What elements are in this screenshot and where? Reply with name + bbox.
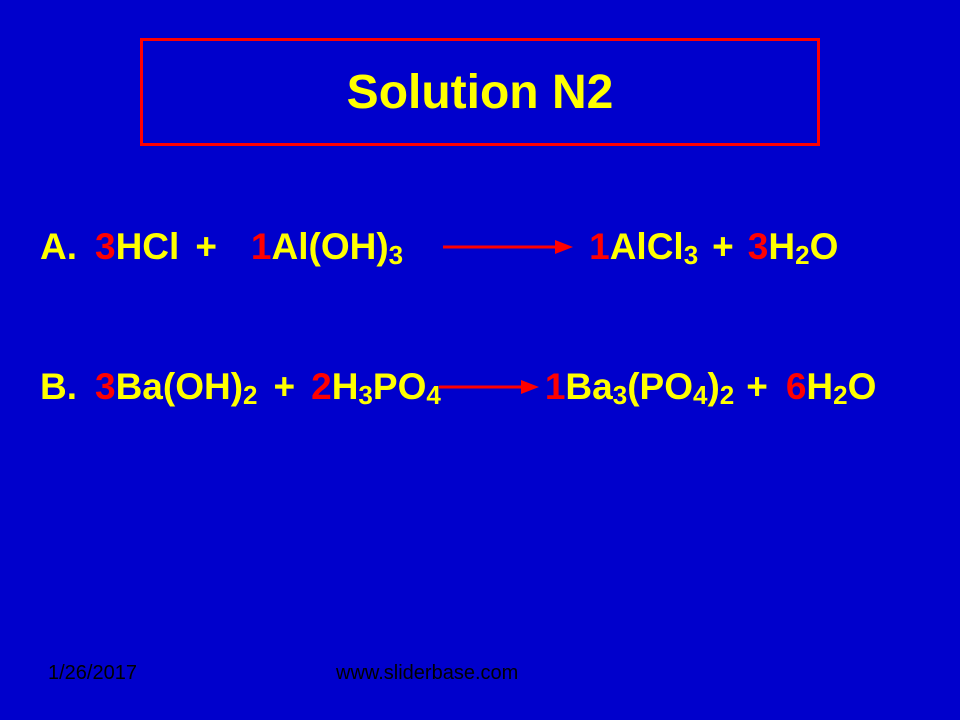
equation-a: A. 3 HCl + 1 Al(OH)3 1 AlCl3 + 3 H2O [40, 228, 838, 265]
eq-a-reactant1-coef: 3 [95, 228, 116, 265]
eq-b-product1-coef: 1 [545, 368, 566, 405]
eq-a-plus2: + [712, 228, 734, 265]
footer-date: 1/26/2017 [48, 662, 137, 685]
eq-b-product2-coef: 6 [786, 368, 807, 405]
eq-a-arrow [443, 237, 573, 257]
eq-b-label: B. [40, 368, 77, 405]
eq-b-reactant1-formula: Ba(OH)2 [116, 368, 258, 405]
eq-b-reactant2-coef: 2 [311, 368, 332, 405]
eq-a-reactant1-formula: HCl [116, 228, 180, 265]
eq-b-plus2: + [746, 368, 768, 405]
eq-b-plus1: + [274, 368, 296, 405]
eq-a-reactant2-coef: 1 [251, 228, 272, 265]
eq-b-product2-formula: H2O [806, 368, 876, 405]
arrow-icon [439, 377, 539, 397]
eq-b-product1-formula: Ba3(PO4)2 [565, 368, 734, 405]
eq-a-product1-formula: AlCl3 [610, 228, 698, 265]
eq-b-reactant2-formula: H3PO4 [332, 368, 441, 405]
eq-a-reactant2-formula: Al(OH)3 [272, 228, 404, 265]
eq-b-arrow [439, 377, 539, 397]
footer-url: www.sliderbase.com [336, 662, 518, 685]
arrow-icon [443, 237, 573, 257]
eq-a-product2-formula: H2O [768, 228, 838, 265]
eq-a-label: A. [40, 228, 77, 265]
title-box: Solution N2 [140, 38, 820, 146]
eq-b-reactant1-coef: 3 [95, 368, 116, 405]
slide-title: Solution N2 [347, 65, 614, 120]
equation-b: B. 3 Ba(OH)2 + 2 H3PO4 1 Ba3(PO4)2 + 6 H… [40, 368, 876, 405]
eq-a-plus1: + [195, 228, 217, 265]
eq-a-product2-coef: 3 [748, 228, 769, 265]
eq-a-product1-coef: 1 [589, 228, 610, 265]
